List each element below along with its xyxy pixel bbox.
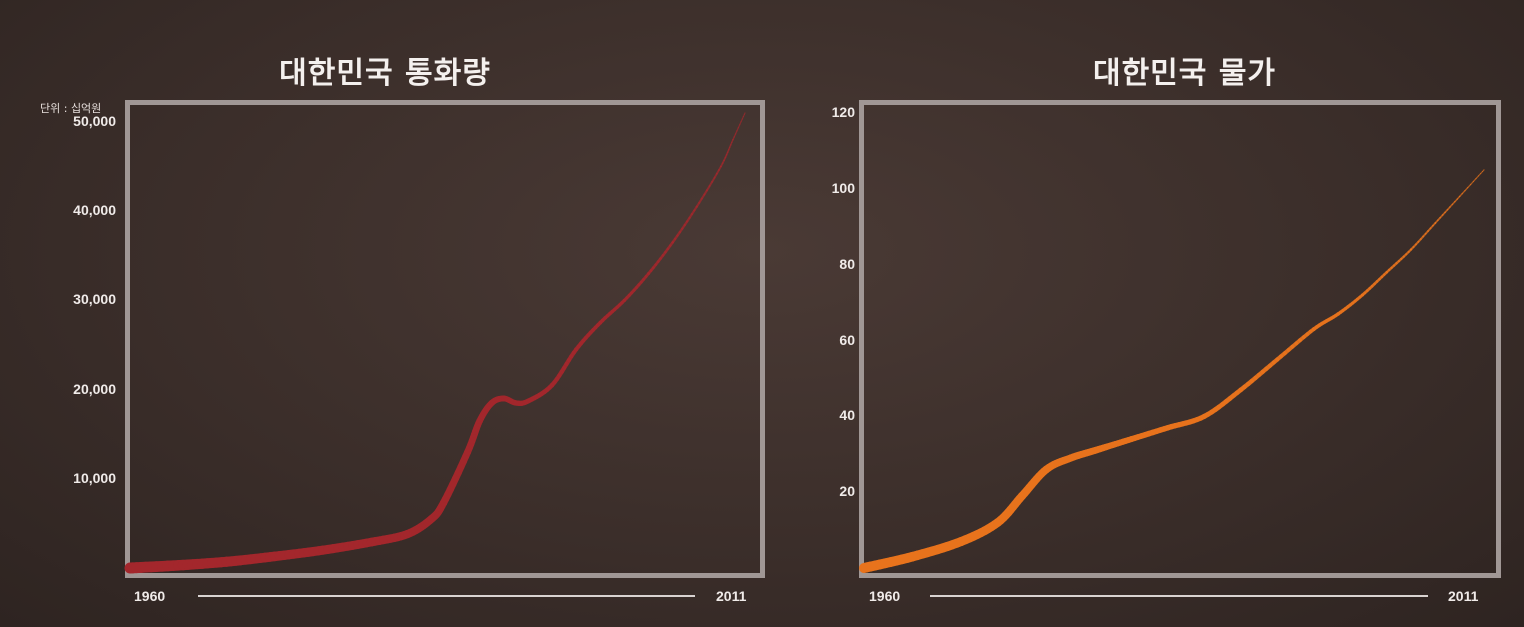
x-end-label: 2011 — [716, 588, 747, 604]
series-line-segment — [1464, 186, 1469, 192]
y-tick-label: 40,000 — [73, 202, 116, 219]
x-start-label: 1960 — [134, 588, 166, 604]
chart-title: 대한민국 물가 — [1092, 56, 1277, 91]
unit-label: 단위 : 십억원 — [40, 102, 102, 115]
series-line-segment — [1475, 175, 1480, 180]
y-tick-label: 50,000 — [73, 112, 116, 129]
y-tick-label: 30,000 — [73, 291, 116, 308]
x-axis-line — [930, 595, 1428, 597]
y-tick-label: 20,000 — [73, 380, 116, 397]
y-tick-label: 40 — [839, 407, 855, 424]
y-tick-label: 100 — [831, 179, 855, 196]
y-tick-label: 60 — [839, 331, 855, 348]
plot-frame — [859, 100, 1501, 578]
x-start-label: 1960 — [869, 588, 901, 604]
price-level-plot — [859, 169, 1485, 573]
y-tick-label: 10,000 — [73, 469, 116, 486]
series-line-segment — [1467, 183, 1472, 189]
series-line-segment — [1461, 190, 1466, 195]
price-level-chart: 대한민국 물가 20 40 60 80 100 120 1960 2011 — [780, 0, 1524, 627]
y-tick-label: 80 — [839, 255, 855, 272]
series-line-segment — [1472, 177, 1477, 183]
x-axis-line — [198, 595, 695, 597]
series-line-segment — [1469, 180, 1474, 186]
money-supply-chart: 대한민국 통화량 단위 : 십억원 10,000 20,000 30,000 40,0… — [40, 56, 765, 604]
y-tick-label: 20 — [839, 483, 855, 500]
y-tick-label: 120 — [831, 104, 855, 120]
chart-title: 대한민국 통화량 — [279, 56, 491, 91]
x-end-label: 2011 — [1448, 588, 1479, 604]
plot-frame — [125, 100, 765, 578]
money-supply-plot — [124, 112, 746, 574]
